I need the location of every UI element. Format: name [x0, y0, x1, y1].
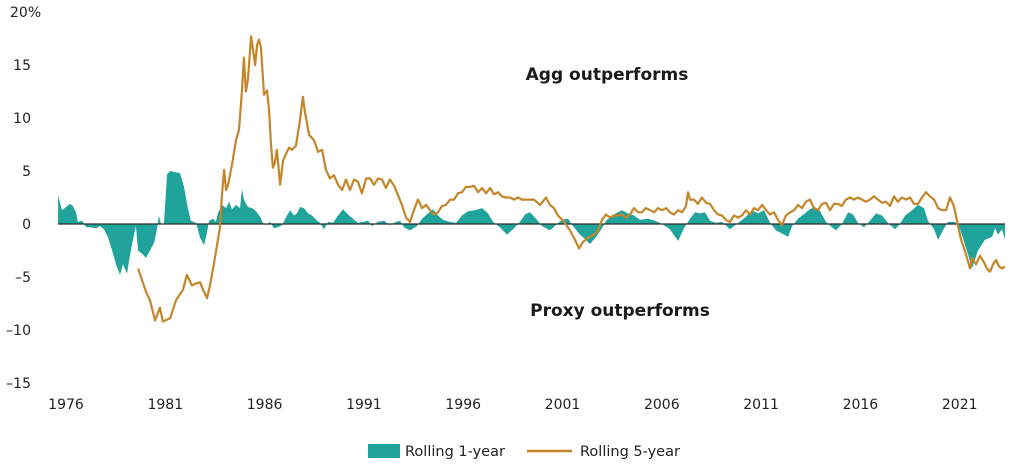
y-tick-label: 5: [22, 164, 31, 180]
x-tick-label: 1996: [445, 397, 481, 413]
y-tick-label: 10: [13, 111, 31, 127]
x-tick-label: 2001: [545, 397, 581, 413]
y-tick-label: –15: [6, 376, 31, 392]
legend-label-rolling-1-year: Rolling 1-year: [405, 444, 505, 460]
y-axis-ticks: –15 –10 –5 0 5 10 15 20%: [6, 5, 41, 392]
x-axis-ticks: 1976 1981 1986 1991 1996 2001 2006 2011 2016 2021: [48, 397, 977, 413]
y-tick-label: –5: [15, 270, 31, 286]
rolling-5-year-line: [137, 35, 1006, 323]
y-tick-label: 15: [13, 58, 31, 74]
y-tick-label: 0: [22, 217, 31, 233]
legend-label-rolling-5-year: Rolling 5-year: [580, 444, 680, 460]
x-tick-label: 2021: [942, 397, 978, 413]
x-tick-label: 2006: [644, 397, 680, 413]
legend-swatch-rolling-1-year: [368, 444, 400, 458]
x-tick-label: 1986: [247, 397, 283, 413]
x-tick-label: 1976: [48, 397, 84, 413]
rolling-1-year-area: [58, 171, 1005, 275]
legend: Rolling 1-year Rolling 5-year: [368, 444, 680, 460]
x-tick-label: 2016: [843, 397, 879, 413]
annotation-proxy-outperforms: Proxy outperforms: [530, 301, 710, 321]
x-tick-label: 1981: [147, 397, 183, 413]
x-tick-label: 2011: [743, 397, 779, 413]
annotation-agg-outperforms: Agg outperforms: [526, 65, 689, 85]
y-tick-label: –10: [6, 323, 31, 339]
y-tick-label: 20%: [10, 5, 41, 21]
x-tick-label: 1991: [346, 397, 382, 413]
